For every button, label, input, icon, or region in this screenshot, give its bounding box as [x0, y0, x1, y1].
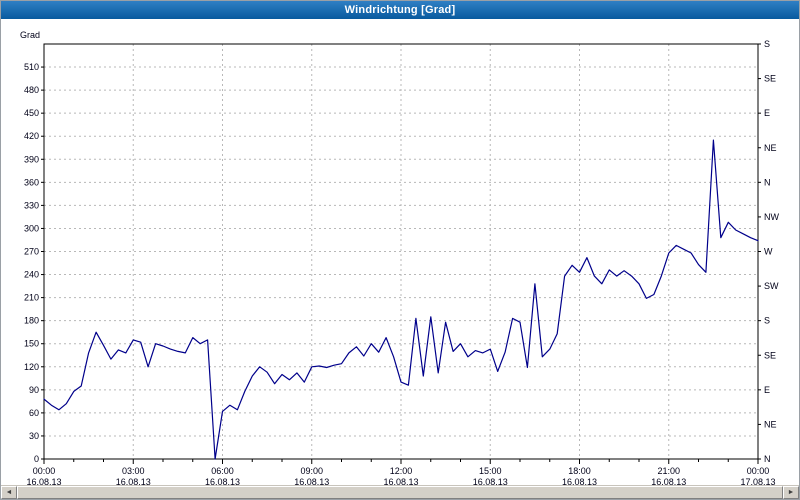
svg-text:150: 150	[24, 339, 39, 349]
x-tick-time: 09:00	[300, 466, 323, 476]
svg-text:N: N	[764, 454, 771, 464]
horizontal-scrollbar[interactable]: ◄ ►	[1, 485, 799, 499]
svg-text:N: N	[764, 177, 771, 187]
svg-text:60: 60	[29, 408, 39, 418]
svg-text:0: 0	[34, 454, 39, 464]
svg-text:90: 90	[29, 385, 39, 395]
grid-lines	[44, 44, 758, 459]
x-axis: 00:0016.08.1303:0016.08.1306:0016.08.130…	[26, 459, 776, 487]
x-tick-time: 15:00	[479, 466, 502, 476]
x-tick-date: 16.08.13	[651, 477, 686, 487]
x-tick-time: 21:00	[657, 466, 680, 476]
svg-text:S: S	[764, 39, 770, 49]
svg-text:450: 450	[24, 108, 39, 118]
scrollbar-thumb[interactable]	[17, 486, 783, 499]
svg-text:510: 510	[24, 62, 39, 72]
wind-direction-series	[43, 139, 759, 460]
svg-text:330: 330	[24, 200, 39, 210]
x-tick-date: 16.08.13	[473, 477, 508, 487]
svg-text:SW: SW	[764, 281, 779, 291]
svg-text:300: 300	[24, 223, 39, 233]
svg-text:SE: SE	[764, 350, 776, 360]
svg-text:30: 30	[29, 431, 39, 441]
x-tick-time: 03:00	[122, 466, 145, 476]
y-axis-left: Grad 0 30 60 90 120 150 180 210 240 270 300 330 360 39…	[20, 30, 44, 464]
x-tick-time: 18:00	[568, 466, 591, 476]
x-tick-date: 16.08.13	[205, 477, 240, 487]
svg-text:180: 180	[24, 316, 39, 326]
x-tick-time: 06:00	[211, 466, 234, 476]
svg-text:S: S	[764, 316, 770, 326]
svg-text:480: 480	[24, 85, 39, 95]
x-tick-date: 17.08.13	[740, 477, 775, 487]
x-tick-date: 16.08.13	[116, 477, 151, 487]
svg-text:NE: NE	[764, 419, 777, 429]
svg-text:420: 420	[24, 131, 39, 141]
svg-text:SE: SE	[764, 74, 776, 84]
x-tick-time: 12:00	[390, 466, 413, 476]
svg-text:E: E	[764, 385, 770, 395]
scrollbar-left-arrow-icon[interactable]: ◄	[1, 486, 17, 499]
scrollbar-right-arrow-icon[interactable]: ►	[783, 486, 799, 499]
svg-text:240: 240	[24, 270, 39, 280]
x-tick-date: 16.08.13	[562, 477, 597, 487]
svg-text:360: 360	[24, 177, 39, 187]
svg-text:E: E	[764, 108, 770, 118]
title-bar: Windrichtung [Grad]	[1, 1, 799, 19]
svg-text:W: W	[764, 247, 773, 257]
wind-direction-chart: Grad 0 30 60 90 120 150 180 210 240 270 300 330 360 39…	[20, 30, 780, 487]
svg-text:270: 270	[24, 247, 39, 257]
scrollbar-track[interactable]	[17, 486, 783, 499]
svg-text:NE: NE	[764, 143, 777, 153]
x-tick-date: 16.08.13	[294, 477, 329, 487]
x-tick-date: 16.08.13	[383, 477, 418, 487]
x-tick-time: 00:00	[33, 466, 56, 476]
y-axis-right: S SE E NE N NW W SW S SE E NE N	[758, 39, 779, 464]
x-tick-date: 16.08.13	[26, 477, 61, 487]
svg-text:390: 390	[24, 154, 39, 164]
svg-text:210: 210	[24, 293, 39, 303]
y-axis-unit-label: Grad	[20, 30, 40, 40]
svg-text:NW: NW	[764, 212, 779, 222]
window-title: Windrichtung [Grad]	[344, 4, 456, 16]
svg-text:120: 120	[24, 362, 39, 372]
x-tick-time: 00:00	[747, 466, 770, 476]
